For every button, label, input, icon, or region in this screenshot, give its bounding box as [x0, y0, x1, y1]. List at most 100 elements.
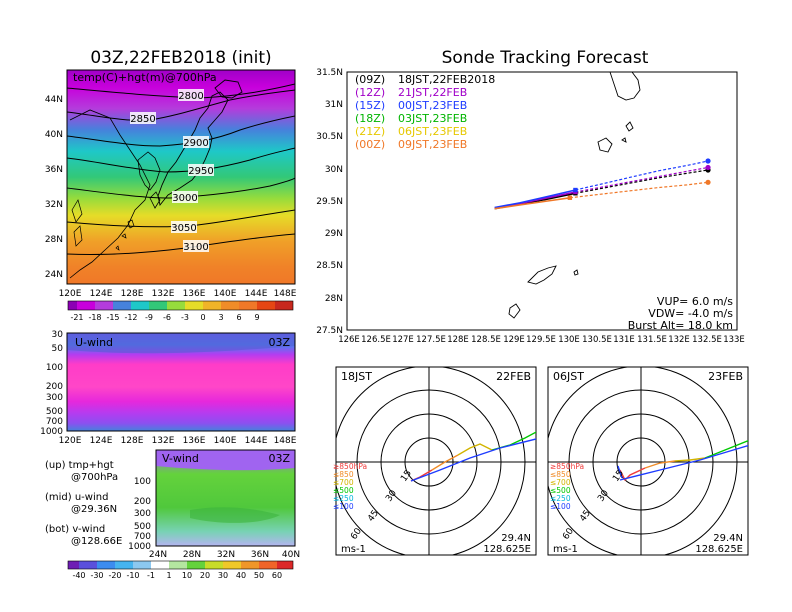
hodo-left-legend-850a: ≥850hPa [333, 462, 367, 471]
hodo-left-level-legend: ≥850hPa ≤850 ≤700 ≤500 ≤250 ≤100 [333, 462, 367, 511]
contour-label-2900: 2900 [183, 138, 208, 149]
vwind-time: 03Z [268, 452, 290, 465]
note-bot-2: @128.66E [71, 536, 122, 547]
track-x-128e: 128E [447, 335, 469, 345]
uwind-lon-148e: 148E [274, 436, 297, 446]
uwind-p-300: 300 [46, 393, 63, 403]
tcb-label-6: -3 [181, 313, 189, 322]
vcb-label-2: -20 [108, 571, 121, 580]
vcb-label-7: 20 [200, 571, 210, 580]
note-up-1: (up) tmp+hgt [45, 460, 114, 471]
track-x-130-5e: 130.5E [582, 335, 612, 345]
legend-z-09z: (09Z) [355, 73, 385, 86]
track-y-28n: 28N [325, 294, 343, 304]
temperature-colorbar: -21 -18 -15 -12 -9 -6 -3 0 3 6 9 [67, 300, 294, 322]
left-title: 03Z,22FEB2018 (init) [90, 48, 271, 68]
hodo-left-unit: ms-1 [341, 544, 366, 555]
hodo-left-lon: 128.625E [483, 544, 531, 555]
param-vup: VUP= 6.0 m/s [657, 295, 733, 308]
map-lat-40n: 40N [45, 130, 63, 140]
legend-t-09z: 18JST,22FEB2018 [398, 73, 495, 86]
track-x-126-5e: 126.5E [361, 335, 391, 345]
vwind-lat-24n: 24N [149, 550, 167, 560]
uwind-panel: U-wind 03Z 30 50 100 200 300 500 700 100… [40, 330, 297, 446]
map-lon-144e: 144E [245, 289, 268, 299]
uwind-p-1000: 1000 [40, 427, 63, 437]
hodo-left-time: 18JST [341, 370, 372, 383]
track-end-point-15z [705, 158, 711, 164]
track-x-127-5e: 127.5E [416, 335, 446, 345]
vwind-lat-40n: 40N [282, 550, 300, 560]
map-contour-labels: 2800 2850 2900 2950 3000 3050 3100 [130, 89, 214, 253]
tcb-label-5: -6 [163, 313, 171, 322]
track-params: VUP= 6.0 m/s VDW= -4.0 m/s Burst Alt= 18… [628, 295, 734, 332]
panel-notes: (up) tmp+hgt @700hPa (mid) u-wind @29.36… [45, 460, 122, 547]
tcb-label-1: -18 [88, 313, 101, 322]
track-line-dashed-09z [575, 169, 709, 194]
track-y-28-5n: 28.5N [316, 261, 343, 271]
uwind-lon-120e: 120E [59, 436, 82, 446]
vcb-label-4: -1 [147, 571, 155, 580]
legend-row-18z: (18Z) 03JST,23FEB [355, 112, 467, 125]
track-x-126e: 126E [338, 335, 360, 345]
contour-label-3000: 3000 [172, 193, 197, 204]
uwind-lon-128e: 128E [121, 436, 144, 446]
uwind-lon-144e: 144E [245, 436, 268, 446]
hodo-left-legend-100: ≤100 [333, 502, 354, 511]
track-x-labels: 126E 126.5E 127E 127.5E 128E 128.5E 129E… [338, 335, 745, 345]
vcb-label-10: 50 [254, 571, 264, 580]
legend-t-15z: 00JST,23FEB [398, 99, 467, 112]
tcb-label-2: -15 [106, 313, 119, 322]
vwind-p-1000: 1000 [128, 542, 151, 552]
contour-label-2800: 2800 [178, 91, 203, 102]
vcb-label-8: 30 [218, 571, 228, 580]
note-mid-1: (mid) u-wind [45, 492, 108, 503]
track-line-dashed-15z [575, 160, 709, 191]
map-lat-44n: 44N [45, 95, 63, 105]
map-lon-148e: 148E [274, 289, 297, 299]
contour-label-3050: 3050 [171, 223, 196, 234]
vwind-panel: V-wind 03Z 100 200 300 500 700 1000 24N … [128, 449, 300, 560]
tcb-label-7: 0 [200, 313, 205, 322]
tcb-label-10: 9 [254, 313, 259, 322]
hodo-left-rings [336, 367, 536, 555]
track-x-131-5e: 131.5E [637, 335, 667, 345]
uwind-p-30: 30 [52, 330, 64, 340]
hodograph-right: 06JST 23FEB 15 30 45 60 ≥850hPa ≤850 ≤70… [547, 366, 749, 556]
uwind-time: 03Z [268, 336, 290, 349]
legend-row-21z: (21Z) 06JST,23FEB [355, 125, 467, 138]
legend-row-09z: (09Z) 18JST,22FEB2018 [355, 73, 495, 86]
hodo-right-legend-250: ≤250 [550, 494, 571, 503]
hodo-right-lat: 29.4N [713, 533, 743, 544]
hodo-right-date: 23FEB [708, 370, 743, 383]
map-lat-32n: 32N [45, 200, 63, 210]
map-temperature-field [67, 70, 295, 284]
legend-row-12z: (12Z) 21JST,22FEB [355, 86, 467, 99]
vwind-lat-32n: 32N [217, 550, 235, 560]
vcb-label-0: -40 [72, 571, 85, 580]
vwind-p-500: 500 [134, 522, 151, 532]
tcb-label-9: 6 [236, 313, 241, 322]
hodograph-left: 18JST 22FEB 15 30 45 60 ≥850hPa ≤850 ≤70… [333, 366, 537, 556]
legend-t-18z: 03JST,23FEB [398, 112, 467, 125]
legend-row-15z: (15Z) 00JST,23FEB [355, 99, 467, 112]
uwind-p-100: 100 [46, 363, 63, 373]
legend-z-00z: (00Z) [355, 138, 385, 151]
note-up-2: @700hPa [71, 472, 118, 483]
hodo-left-legend-850b: ≤850 [333, 470, 354, 479]
uwind-p-700: 700 [46, 417, 63, 427]
map-lon-120e: 120E [59, 289, 82, 299]
vwind-lat-36n: 36N [251, 550, 269, 560]
tcb-label-0: -21 [70, 313, 83, 322]
vcb-label-9: 40 [236, 571, 246, 580]
map-lon-labels: 120E 124E 128E 132E 136E 140E 144E 148E [59, 289, 297, 299]
track-y-30-5n: 30.5N [316, 132, 343, 142]
vwind-p-300: 300 [134, 509, 151, 519]
map-lon-136e: 136E [183, 289, 206, 299]
hodo-right-legend-850b: ≤850 [550, 470, 571, 479]
legend-z-18z: (18Z) [355, 112, 385, 125]
uwind-lon-136e: 136E [183, 436, 206, 446]
vwind-colorbar: -40 -30 -20 -10 -1 1 10 20 30 40 50 60 [67, 560, 294, 580]
map-field-label: temp(C)+hgt(m)@700hPa [73, 71, 217, 84]
vwind-p-100: 100 [134, 477, 151, 487]
